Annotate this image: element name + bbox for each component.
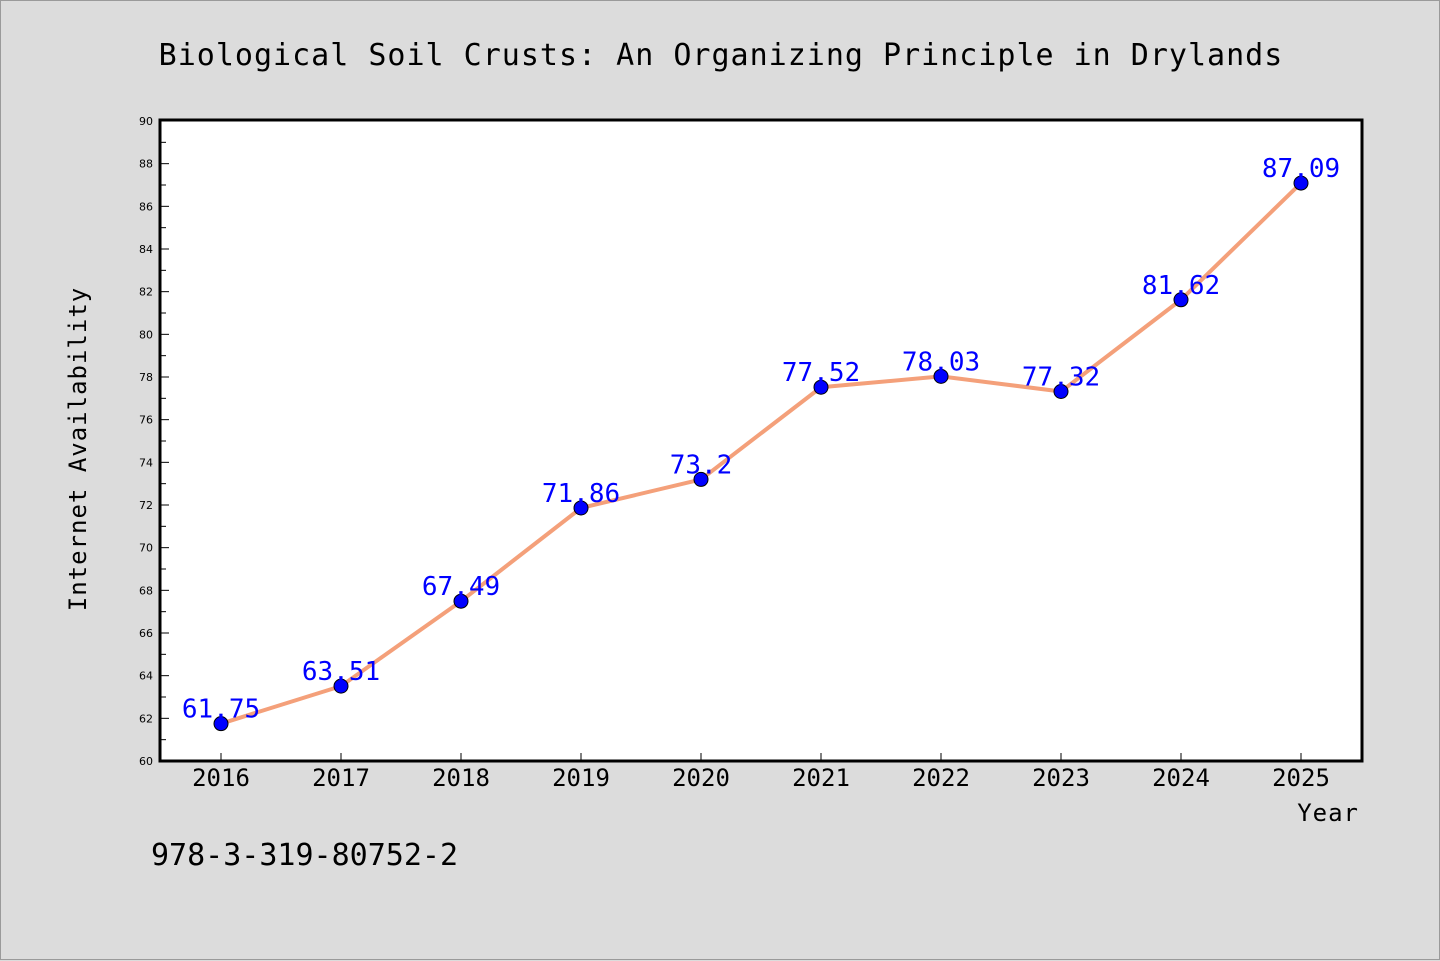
y-axis: 60 62 64 66 68 70 72 74 76 78 80 82 84 86 88 90 xyxy=(139,115,169,768)
y-tick-label: 68 xyxy=(139,584,153,597)
y-tick-label: 82 xyxy=(139,286,153,299)
data-point xyxy=(573,500,589,516)
y-tick-label: 88 xyxy=(139,158,153,171)
data-label: 71.86 xyxy=(542,479,620,509)
data-point xyxy=(213,716,229,732)
data-label: 67.49 xyxy=(422,572,500,602)
data-point xyxy=(333,678,349,694)
x-tick-label: 2018 xyxy=(432,764,490,792)
data-label: 81.62 xyxy=(1142,271,1220,301)
y-tick-label: 90 xyxy=(139,115,153,128)
y-axis-title: Internet Availability xyxy=(64,287,92,611)
x-tick-label: 2019 xyxy=(552,764,610,792)
data-label: 77.32 xyxy=(1022,363,1100,393)
x-tick-label: 2016 xyxy=(192,764,250,792)
data-label: 63.51 xyxy=(302,657,380,687)
data-point xyxy=(933,368,949,384)
y-tick-label: 72 xyxy=(139,499,153,512)
y-tick-label: 78 xyxy=(139,371,153,384)
series-line xyxy=(219,181,1303,726)
y-tick-label: 60 xyxy=(139,755,153,768)
data-point xyxy=(1173,292,1189,308)
y-tick-label: 66 xyxy=(139,627,153,640)
data-label: 61.75 xyxy=(182,695,260,725)
data-point xyxy=(1053,384,1069,400)
data-label: 73.2 xyxy=(670,450,733,480)
y-tick-label: 86 xyxy=(139,200,153,213)
x-tick-label: 2025 xyxy=(1272,764,1330,792)
y-tick-label: 76 xyxy=(139,414,153,427)
x-tick-label: 2021 xyxy=(792,764,850,792)
data-point xyxy=(1293,175,1309,191)
x-tick-label: 2017 xyxy=(312,764,370,792)
x-tick-label: 2022 xyxy=(912,764,970,792)
data-point xyxy=(693,471,709,487)
series-layer: 61.75 63.51 67.49 71.86 73.2 77.52 78.03 77.32 8… xyxy=(182,154,1340,732)
y-tick-label: 84 xyxy=(139,243,153,256)
x-axis-title: Year xyxy=(1297,799,1359,827)
y-tick-label: 62 xyxy=(139,712,153,725)
x-tick-label: 2023 xyxy=(1032,764,1090,792)
data-label: 87.09 xyxy=(1262,154,1340,184)
x-axis: 2016 2017 2018 2019 2020 2021 2022 2023 2024 2025 xyxy=(192,753,1330,792)
data-point xyxy=(453,593,469,609)
y-tick-label: 80 xyxy=(139,328,153,341)
chart-title: Biological Soil Crusts: An Organizing Pr… xyxy=(159,38,1284,73)
plot-area xyxy=(158,118,1364,763)
y-tick-label: 64 xyxy=(139,670,153,683)
y-tick-label: 74 xyxy=(139,456,153,469)
y-tick-label: 70 xyxy=(139,542,153,555)
footnote-isbn: 978-3-319-80752-2 xyxy=(151,838,458,873)
x-tick-label: 2020 xyxy=(672,764,730,792)
data-label: 77.52 xyxy=(782,358,860,388)
data-label: 78.03 xyxy=(902,347,980,377)
x-tick-label: 2024 xyxy=(1152,764,1210,792)
data-point xyxy=(813,379,829,395)
